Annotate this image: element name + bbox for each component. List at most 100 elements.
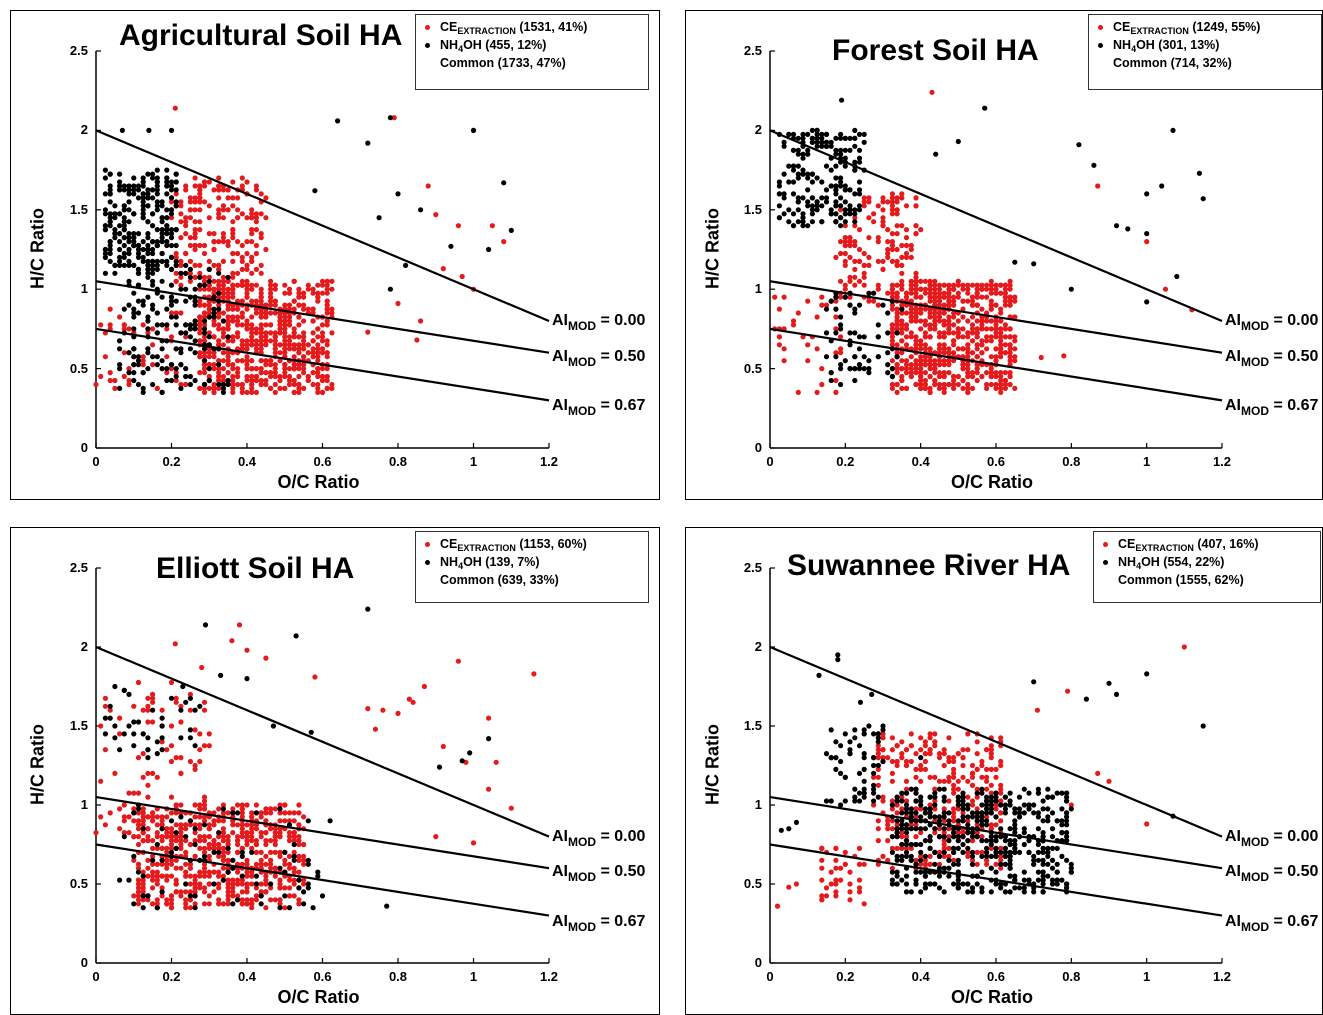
data-point <box>268 294 274 300</box>
data-point <box>918 853 924 859</box>
data-point <box>974 302 980 308</box>
data-point <box>296 802 302 808</box>
data-point <box>823 302 830 308</box>
data-point <box>979 853 985 859</box>
data-point <box>946 370 952 376</box>
data-point <box>908 743 914 749</box>
data-point <box>159 834 165 840</box>
data-point <box>984 849 990 855</box>
data-point <box>140 826 146 832</box>
data-point <box>903 250 910 257</box>
data-point <box>192 302 198 308</box>
data-point <box>974 330 980 336</box>
data-point <box>249 342 255 348</box>
data-point <box>154 901 160 907</box>
data-point <box>866 370 872 376</box>
data-point <box>239 278 245 284</box>
data-point <box>192 274 198 280</box>
data-point <box>946 818 952 824</box>
data-point <box>121 254 127 260</box>
data-point <box>998 810 1004 816</box>
data-point <box>955 794 961 800</box>
data-point <box>819 366 825 372</box>
data-point <box>955 838 961 844</box>
data-point <box>979 849 985 855</box>
data-point <box>894 282 900 288</box>
data-point <box>838 239 844 245</box>
data-point <box>291 853 297 859</box>
data-point <box>197 298 203 304</box>
data-point <box>296 901 302 907</box>
data-point <box>305 282 311 288</box>
data-point <box>244 262 250 268</box>
data-point <box>201 366 208 372</box>
data-point <box>164 354 170 360</box>
data-point <box>145 231 151 237</box>
data-point <box>235 841 241 848</box>
data-point <box>1002 889 1008 895</box>
data-point <box>102 246 108 253</box>
data-point <box>776 306 782 312</box>
data-point <box>168 679 175 686</box>
data-point <box>253 282 259 288</box>
data-point <box>833 211 839 217</box>
data-point <box>965 881 971 887</box>
data-point <box>277 326 283 332</box>
data-point <box>230 203 236 209</box>
data-point <box>145 250 151 257</box>
data-point <box>941 794 947 800</box>
data-point <box>154 861 160 867</box>
data-point <box>249 385 255 391</box>
data-point <box>319 377 326 384</box>
data-point <box>842 239 848 245</box>
data-point <box>828 377 834 384</box>
data-point <box>150 266 156 272</box>
data-point <box>899 810 905 816</box>
data-point <box>211 294 217 300</box>
data-point <box>98 814 104 820</box>
data-point <box>927 794 933 800</box>
data-point <box>272 834 278 840</box>
data-point <box>140 191 146 197</box>
data-point <box>800 167 806 173</box>
data-point <box>249 381 255 388</box>
data-point <box>847 869 853 875</box>
data-point <box>187 326 193 332</box>
data-point <box>998 845 1004 851</box>
data-point <box>776 191 782 197</box>
data-point <box>216 286 222 292</box>
data-point <box>140 893 146 899</box>
data-point <box>220 877 226 883</box>
data-point <box>335 118 341 124</box>
data-point <box>903 881 910 887</box>
data-point <box>889 373 895 380</box>
data-point <box>871 802 877 808</box>
data-point <box>178 703 184 709</box>
data-point <box>145 735 151 741</box>
data-point <box>819 897 825 903</box>
data-point <box>102 207 108 213</box>
data-point <box>150 211 156 217</box>
data-point <box>951 286 957 292</box>
data-point <box>268 370 274 376</box>
data-point <box>258 358 264 364</box>
data-point <box>263 362 269 368</box>
data-point <box>324 298 330 304</box>
data-point <box>1064 822 1070 828</box>
data-point <box>936 302 943 308</box>
data-point <box>277 834 283 840</box>
data-point <box>889 294 895 300</box>
data-point <box>1002 282 1008 288</box>
data-point <box>936 873 943 879</box>
chart-title: Suwannee River HA <box>787 549 1071 582</box>
data-point <box>253 377 259 384</box>
data-point <box>159 389 165 395</box>
data-point <box>793 819 799 825</box>
data-point <box>819 893 825 899</box>
data-point <box>235 834 241 840</box>
data-point <box>305 373 311 380</box>
data-point <box>974 346 980 352</box>
data-point <box>842 250 848 257</box>
data-point <box>838 207 844 213</box>
data-point <box>793 881 799 887</box>
